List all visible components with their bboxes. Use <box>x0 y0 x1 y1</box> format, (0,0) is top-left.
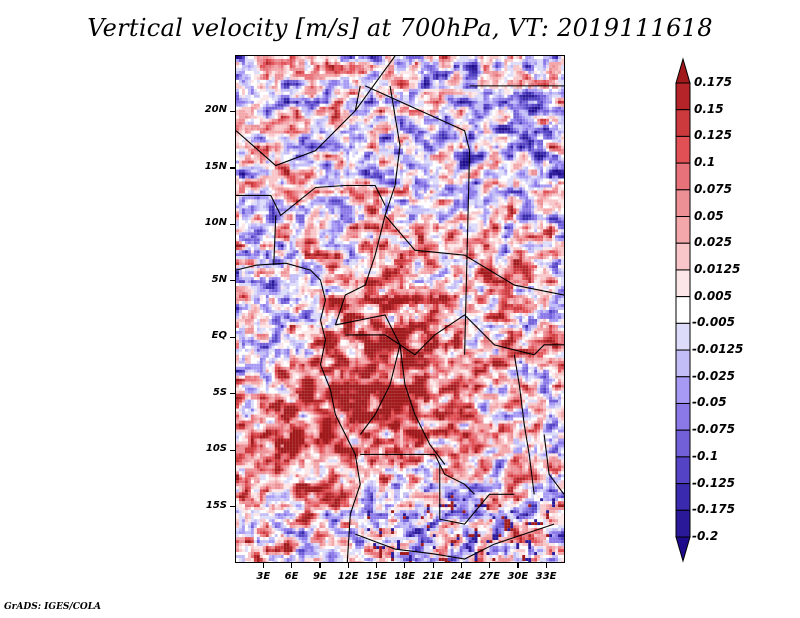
country-border <box>345 334 401 435</box>
colorbar-segment <box>675 109 691 137</box>
country-border <box>360 453 475 495</box>
lat-tick <box>230 223 235 226</box>
colorbar-label: 0.075 <box>694 181 732 196</box>
colorbar-segment <box>675 349 691 378</box>
country-border <box>236 85 361 167</box>
country-border <box>354 56 396 112</box>
country-border <box>374 85 401 256</box>
colorbar-label: -0.005 <box>692 315 735 330</box>
shaded-field <box>236 56 564 562</box>
colorbar-label: 0.125 <box>694 128 732 143</box>
country-border <box>355 523 555 560</box>
country-border <box>236 262 361 562</box>
lat-tick <box>230 110 235 113</box>
colorbar-segment <box>675 456 691 485</box>
colorbar-segment <box>675 322 691 351</box>
lat-tick <box>230 336 235 338</box>
lat-tick-label: 10N <box>204 217 227 229</box>
lon-tick <box>404 563 406 568</box>
country-border <box>384 215 564 296</box>
lon-tick <box>375 563 378 568</box>
colorbar-label: 0.175 <box>694 75 732 89</box>
lat-tick <box>230 280 235 282</box>
lon-tick <box>545 563 547 568</box>
country-border <box>335 314 535 356</box>
lon-tick <box>432 563 434 568</box>
colorbar-label: 0.005 <box>694 288 732 303</box>
colorbar <box>675 57 691 563</box>
colorbar-segment <box>675 216 691 244</box>
lon-tick-label: 9E <box>312 571 327 582</box>
colorbar-bottom-arrow <box>675 536 691 563</box>
colorbar-label: -0.125 <box>692 475 735 490</box>
country-border <box>273 215 277 266</box>
colorbar-segment <box>675 402 691 431</box>
lat-tick <box>230 167 235 169</box>
colorbar-segment <box>675 509 691 538</box>
colorbar-label: 0.1 <box>694 155 716 170</box>
colorbar-label: -0.2 <box>692 529 719 543</box>
lon-tick-label: 12E <box>337 571 359 582</box>
plot-title: Vertical velocity [m/s] at 700hPa, VT: 2… <box>87 14 713 42</box>
colorbar-label: 0.05 <box>694 208 724 223</box>
lon-tick-label: 24E <box>450 571 472 582</box>
colorbar-segment <box>675 162 691 191</box>
lon-tick-label: 3E <box>256 571 271 582</box>
colorbar-segment <box>675 296 691 324</box>
colorbar-top-arrow <box>675 57 691 84</box>
lon-tick-label: 33E <box>535 571 557 582</box>
lat-tick-label: 10S <box>205 443 227 455</box>
colorbar-label: -0.175 <box>692 502 735 517</box>
country-border <box>236 184 386 217</box>
lon-tick-label: 18E <box>394 571 416 582</box>
lat-tick-label: 5N <box>211 273 227 285</box>
country-border <box>399 344 446 465</box>
colorbar-label: -0.0125 <box>692 342 744 357</box>
country-border <box>543 434 564 495</box>
lon-tick-label: 6E <box>284 571 299 582</box>
lon-tick-label: 15E <box>366 571 387 582</box>
country-border <box>533 344 564 356</box>
colorbar-segment <box>675 82 691 111</box>
colorbar-label: -0.075 <box>692 422 735 437</box>
lon-tick <box>517 563 519 568</box>
colorbar-segment <box>675 376 691 404</box>
colorbar-label: -0.025 <box>692 368 735 383</box>
country-border <box>513 354 535 495</box>
lon-tick-label: 21E <box>422 571 444 582</box>
colorbar-segment <box>675 269 691 298</box>
lat-tick-label: 15N <box>204 160 227 172</box>
lat-tick-label: 5S <box>212 386 227 398</box>
colorbar-segment <box>675 429 691 458</box>
lat-tick <box>230 449 235 451</box>
vertical-velocity-field <box>236 56 564 562</box>
grads-credit: GrADS: IGES/COLA <box>4 602 102 612</box>
lon-tick <box>460 563 462 568</box>
lon-tick <box>291 563 293 568</box>
colorbar-segment <box>675 189 691 218</box>
lat-tick-label: EQ <box>211 330 227 342</box>
colorbar-segment <box>675 135 691 164</box>
country-border <box>334 255 376 326</box>
colorbar-segment <box>675 483 691 511</box>
lat-tick-label: 15S <box>205 499 227 511</box>
country-border <box>364 85 471 355</box>
colorbar-label: -0.1 <box>692 448 719 463</box>
colorbar-segment <box>675 242 691 271</box>
lon-tick <box>347 563 349 568</box>
lon-tick <box>489 563 491 568</box>
lat-tick <box>230 506 235 508</box>
colorbar-label: 0.0125 <box>694 261 741 276</box>
colorbar-label: -0.05 <box>692 395 727 410</box>
lon-tick <box>319 563 321 568</box>
lat-tick-label: 20N <box>204 104 227 116</box>
lon-tick <box>262 563 264 568</box>
colorbar-label: 0.15 <box>694 101 724 116</box>
map-plot-area <box>235 55 565 563</box>
lat-tick <box>230 393 235 395</box>
lon-tick-label: 27E <box>479 571 500 582</box>
country-border <box>439 464 515 525</box>
colorbar-label: 0.025 <box>694 235 732 250</box>
lon-tick-label: 30E <box>507 571 529 582</box>
